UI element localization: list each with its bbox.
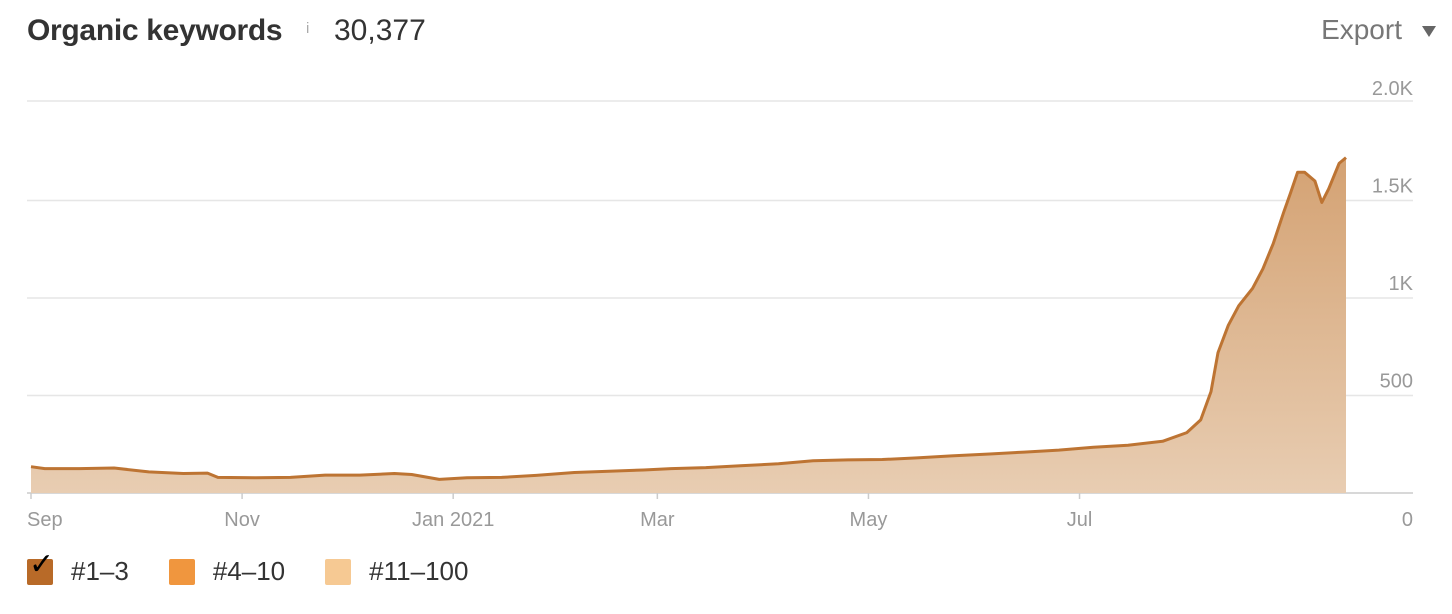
- y-tick-label: 0: [1402, 509, 1413, 531]
- legend-label: #4–10: [212, 556, 286, 586]
- caret-down-icon: [1422, 26, 1436, 37]
- x-tick-label: Mar: [640, 509, 675, 531]
- series-line-1-3: [30, 156, 1347, 481]
- x-tick-label: Jul: [1067, 509, 1093, 531]
- x-tick-label: Nov: [224, 509, 260, 531]
- chart-title: Organic keywords: [27, 14, 283, 47]
- checkmark-icon: ✓: [29, 546, 55, 582]
- x-tick-label: May: [850, 509, 888, 531]
- legend-swatch-1-3: ✓: [27, 549, 54, 585]
- chart-area: Sep Nov Jan 2021 Mar May Jul 0 500 1K 1.5K 2.0K: [27, 78, 1414, 531]
- legend-label: #1–3: [71, 556, 129, 586]
- y-tick-label: 1K: [1389, 273, 1414, 295]
- x-tick-label: Jan 2021: [412, 509, 494, 531]
- export-label: Export: [1321, 14, 1402, 45]
- legend-swatch-11-100: [325, 558, 352, 585]
- series-area-1-3: [31, 157, 1346, 493]
- chart-header: Organic keywords i 30,377 Export: [0, 0, 1452, 70]
- legend: ✓ #1–3 #4–10 #11–100: [27, 549, 508, 587]
- export-button[interactable]: Export: [1321, 14, 1436, 46]
- legend-item-11-100[interactable]: #11–100: [325, 556, 468, 587]
- legend-swatch-4-10: [168, 558, 195, 585]
- y-tick-label: 1.5K: [1372, 176, 1414, 198]
- y-tick-label: 2.0K: [1372, 78, 1414, 100]
- y-axis: 0 500 1K 1.5K 2.0K: [1372, 78, 1414, 531]
- info-icon[interactable]: i: [306, 20, 310, 37]
- legend-item-4-10[interactable]: #4–10: [168, 556, 286, 587]
- x-axis: Sep Nov Jan 2021 Mar May Jul: [27, 493, 1092, 531]
- legend-item-1-3[interactable]: ✓ #1–3: [27, 549, 129, 587]
- legend-label: #11–100: [369, 556, 469, 586]
- y-tick-label: 500: [1380, 371, 1413, 393]
- total-keywords-value: 30,377: [334, 14, 426, 47]
- x-tick-label: Sep: [27, 509, 63, 531]
